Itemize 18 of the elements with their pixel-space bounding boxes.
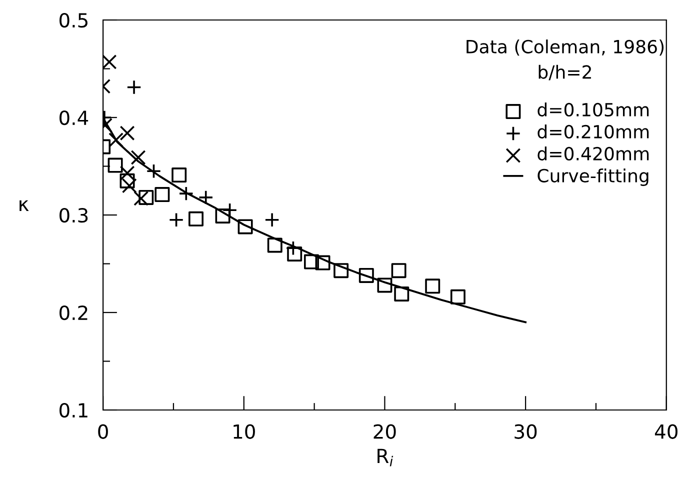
y-tick-label: 0.2	[60, 305, 88, 320]
y-tick-label: 0.3	[60, 208, 88, 223]
legend-label: d=0.420mm	[538, 146, 649, 161]
y-axis-title: κ	[20, 200, 29, 211]
x-tick-label: 10	[234, 424, 255, 439]
x-tick-label: 20	[374, 424, 396, 439]
legend-label: d=0.105mm	[538, 102, 649, 117]
x-tick-label: 0	[98, 424, 108, 439]
annotation: Data (Coleman, 1986)	[466, 40, 664, 56]
y-tick-label: 0.5	[60, 12, 88, 28]
annotation: b/h=2	[538, 64, 591, 80]
x-tick-label: 40	[654, 424, 678, 439]
x-tick-label: 30	[514, 424, 537, 439]
y-tick-label: 0.4	[60, 110, 88, 126]
y-tick-label: 0.1	[60, 402, 88, 418]
legend-label: d=0.210mm	[538, 124, 649, 139]
x-axis-title: R$_{i}$	[378, 448, 394, 466]
legend-label: Curve-fitting	[538, 168, 648, 186]
